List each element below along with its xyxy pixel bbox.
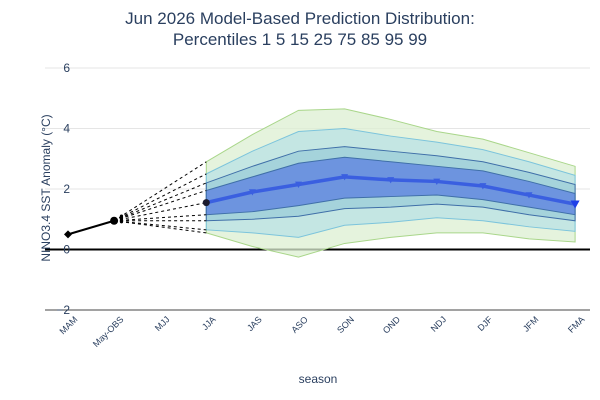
y-tick-label: 4 <box>63 122 70 136</box>
median-point <box>570 200 580 209</box>
band-25-75 <box>205 156 576 216</box>
median-point <box>295 181 302 188</box>
median-point <box>479 183 487 190</box>
connector-p75 <box>113 190 207 222</box>
x-tick-label: JJA <box>200 314 218 332</box>
x-tick-label: ASO <box>289 314 310 335</box>
x-axis-ticks: MAM May-OBS MJJ JJA JAS ASO SON OND NDJ DJF JFM FMA <box>57 314 586 349</box>
connector-median <box>114 202 207 222</box>
observed-point <box>64 230 72 239</box>
y-tick-label: 0 <box>63 243 70 257</box>
y-axis-ticks: −2 0 2 4 6 <box>56 61 70 317</box>
line-layer <box>64 161 580 239</box>
median-point <box>433 178 441 185</box>
connector-p5 <box>114 220 207 231</box>
x-tick-label: May-OBS <box>91 314 126 349</box>
x-tick-label: FMA <box>566 314 587 335</box>
x-tick-label: DJF <box>476 314 495 333</box>
y-tick-label: 2 <box>63 182 70 196</box>
connector-dot-p99 <box>119 214 124 218</box>
median-point <box>387 177 395 184</box>
x-tick-label: MAM <box>57 314 79 336</box>
observed-point <box>110 216 119 225</box>
x-tick-label: OND <box>381 314 403 336</box>
y-tick-label: −2 <box>56 303 70 317</box>
x-axis-label: season <box>299 372 338 386</box>
x-tick-label: NDJ <box>429 314 448 333</box>
x-tick-label: SON <box>335 314 356 335</box>
connector-p99 <box>113 161 207 222</box>
x-tick-label: MJJ <box>153 314 172 333</box>
median-point <box>202 199 210 207</box>
median-point <box>341 174 349 181</box>
connector-p85 <box>113 182 207 222</box>
median-point <box>248 189 256 196</box>
median-point <box>525 192 533 199</box>
chart-title-line1: Jun 2026 Model-Based Prediction Distribu… <box>125 9 475 28</box>
x-tick-label: JFM <box>521 314 540 333</box>
chart-title-line2: Percentiles 1 5 15 25 75 85 95 99 <box>173 30 427 49</box>
y-tick-label: 6 <box>63 61 70 75</box>
y-axis-label: NINO3.4 SST Anomaly (°C) <box>39 114 53 261</box>
x-tick-label: JAS <box>245 314 264 333</box>
connector-p95 <box>113 173 207 222</box>
observed-line <box>67 219 115 236</box>
